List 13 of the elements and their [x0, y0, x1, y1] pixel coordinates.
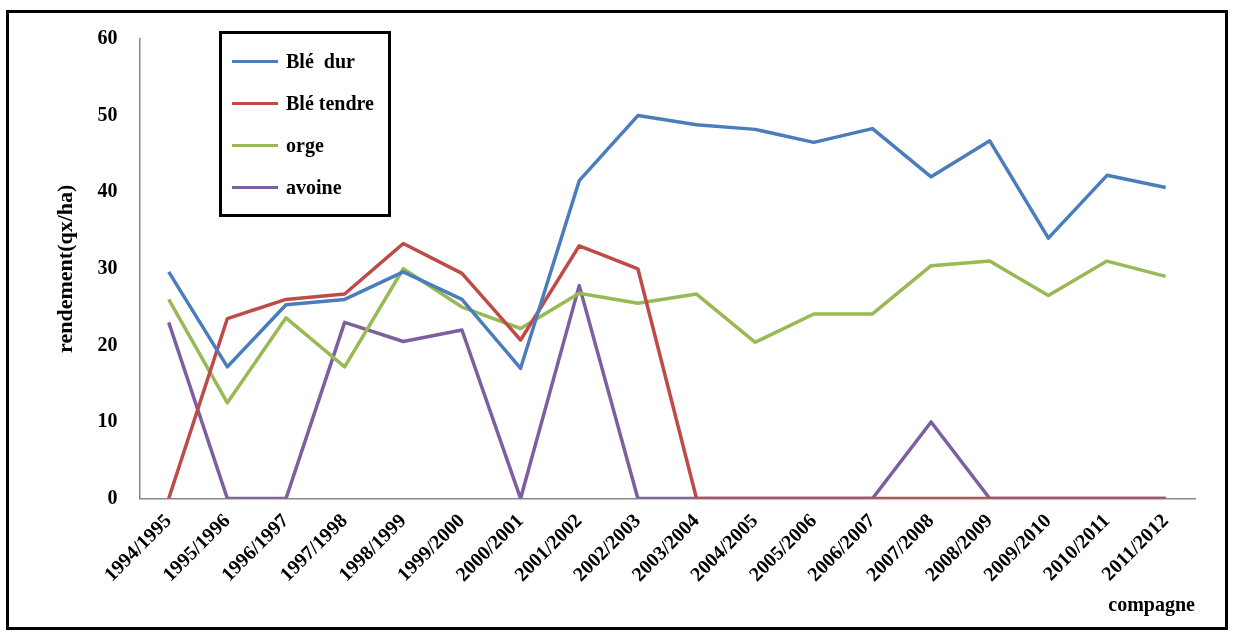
legend-label: avoine — [286, 175, 342, 199]
y-tick-label: 10 — [97, 409, 118, 432]
y-tick-label: 50 — [97, 102, 118, 125]
x-axis-title: compagne — [1108, 593, 1196, 617]
y-tick-label: 40 — [97, 179, 118, 202]
y-axis-title: rendement(qx/ha) — [51, 184, 77, 353]
legend-label: Blé dur — [286, 49, 355, 73]
y-tick-label: 60 — [97, 26, 118, 49]
y-tick-label: 20 — [97, 332, 118, 355]
legend-label: orge — [286, 133, 324, 157]
y-tick-label: 30 — [97, 255, 118, 278]
legend-label: Blé tendre — [286, 91, 374, 115]
y-tick-label: 0 — [107, 485, 118, 508]
